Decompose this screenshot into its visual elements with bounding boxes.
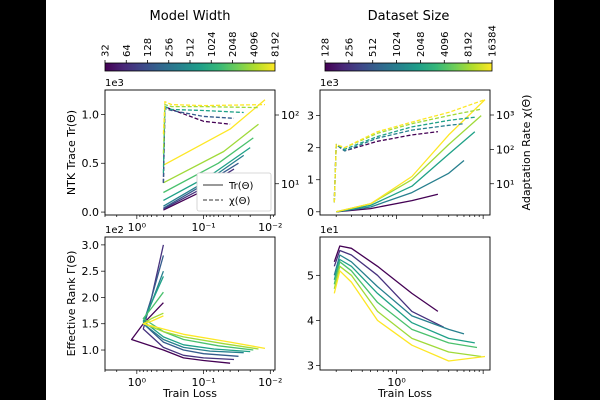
colorbar-tick-label: 4096 xyxy=(249,32,260,57)
colorbar-tick-label: 1024 xyxy=(207,32,218,57)
series-line xyxy=(333,265,482,358)
colorbar-tick-label: 256 xyxy=(344,38,355,57)
colorbar-tick-label: 8192 xyxy=(271,32,282,57)
x-tick-label: 10⁰ xyxy=(387,376,406,389)
axis-offset-text: 1e3 xyxy=(105,78,124,89)
series-line xyxy=(336,131,476,213)
colorbar-tick-label: 8192 xyxy=(464,32,475,57)
colorbar-tick-label: 4096 xyxy=(440,32,451,57)
series-line xyxy=(142,244,235,361)
colorbar-tick-label: 32 xyxy=(101,44,112,57)
series-group xyxy=(130,244,266,364)
axis-offset-text: 1e1 xyxy=(320,225,339,236)
y-tick-label: 2.0 xyxy=(82,291,100,304)
y-tick-label: 2 xyxy=(307,142,314,155)
series-line xyxy=(142,312,259,350)
figure-page: Model Width 32 64 128 256 512 1024 2048 4096 8192… xyxy=(46,0,554,400)
y-tick-label: 1.0 xyxy=(82,108,100,121)
right-tick-label: 10³ xyxy=(496,109,514,122)
right-tick-label: 10² xyxy=(281,109,299,122)
series-line xyxy=(163,137,254,194)
y-axis-label-right: Adaptation Rate χ(Θ) xyxy=(520,95,533,211)
right-tick-label: 10¹ xyxy=(496,178,514,191)
colorbar-tick-label: 16384 xyxy=(488,25,499,57)
y-tick-label: 0.0 xyxy=(82,206,100,219)
series-line xyxy=(333,249,444,328)
colorbar-title: Dataset Size xyxy=(368,9,450,24)
panel-frame xyxy=(104,89,276,216)
panel-frame xyxy=(319,89,491,216)
legend-label: Tr(Θ) xyxy=(228,181,254,192)
y-tick-label: 3.0 xyxy=(82,239,100,252)
series-line xyxy=(333,254,465,335)
colorbar-tick-label: 1024 xyxy=(392,32,403,57)
series-line xyxy=(142,291,254,351)
series-line xyxy=(336,193,439,213)
colorbar-tick-label: 512 xyxy=(186,38,197,57)
series-group xyxy=(333,98,486,213)
series-line xyxy=(163,99,266,166)
series-line xyxy=(333,270,486,362)
legend-box xyxy=(196,172,272,212)
series-group xyxy=(333,245,486,362)
series-line xyxy=(333,261,478,349)
series-line xyxy=(336,99,486,213)
colorbar-tick-label: 256 xyxy=(164,38,175,57)
colorbar-title: Model Width xyxy=(150,9,231,24)
series-line xyxy=(333,245,439,312)
colorbar-tick-label: 128 xyxy=(143,38,154,57)
y-tick-label: 4 xyxy=(307,314,314,327)
y-tick-label: 1.5 xyxy=(82,318,100,331)
y-tick-label: 2.5 xyxy=(82,265,100,278)
right-tick-label: 10¹ xyxy=(281,178,299,191)
x-axis-label: Train Loss xyxy=(377,387,432,400)
series-line xyxy=(142,315,266,350)
series-line xyxy=(333,98,486,203)
series-line xyxy=(333,123,465,203)
colorbar-tick-label: 128 xyxy=(321,38,332,57)
colorbar xyxy=(324,62,493,72)
colorbar-tick-label: 2048 xyxy=(228,32,239,57)
y-axis-label: NTK Trace Tr(Θ) xyxy=(65,110,78,195)
legend-label: χ(Θ) xyxy=(229,196,251,207)
x-tick-label: 10⁻¹ xyxy=(191,221,215,234)
right-tick-label: 10² xyxy=(496,143,514,156)
y-tick-label: 0.5 xyxy=(82,157,100,170)
panel-frame xyxy=(104,236,276,371)
series-line xyxy=(333,258,475,344)
series-line xyxy=(142,276,251,353)
x-tick-label: 10⁻² xyxy=(258,221,282,234)
colorbar-tick-label: 64 xyxy=(122,44,133,57)
x-tick-label: 10⁰ xyxy=(128,221,147,234)
y-tick-label: 1 xyxy=(307,174,314,187)
series-line xyxy=(162,101,266,134)
x-tick-label: 10⁰ xyxy=(128,376,147,389)
axis-offset-text: 1e3 xyxy=(320,78,339,89)
x-tick-label: 10⁻¹ xyxy=(191,376,215,389)
x-tick-label: 10⁻² xyxy=(258,376,282,389)
colorbar xyxy=(104,62,276,72)
y-tick-label: 1.0 xyxy=(82,344,100,357)
colorbar-tick-label: 2048 xyxy=(416,32,427,57)
y-tick-label: 3 xyxy=(307,359,314,372)
series-line xyxy=(142,255,239,357)
colorbar-tick-label: 512 xyxy=(368,38,379,57)
series-line xyxy=(336,160,465,213)
series-line xyxy=(333,131,438,203)
series-line xyxy=(142,270,244,354)
y-axis-label: Effective Rank Γ(Θ) xyxy=(65,251,78,357)
y-tick-label: 0 xyxy=(307,206,314,219)
axis-offset-text: 1e2 xyxy=(105,225,124,236)
y-tick-label: 5 xyxy=(307,269,314,282)
y-tick-label: 3 xyxy=(307,110,314,123)
panel-frame xyxy=(319,236,491,371)
x-axis-label: Train Loss xyxy=(162,387,217,400)
series-line xyxy=(163,123,259,184)
